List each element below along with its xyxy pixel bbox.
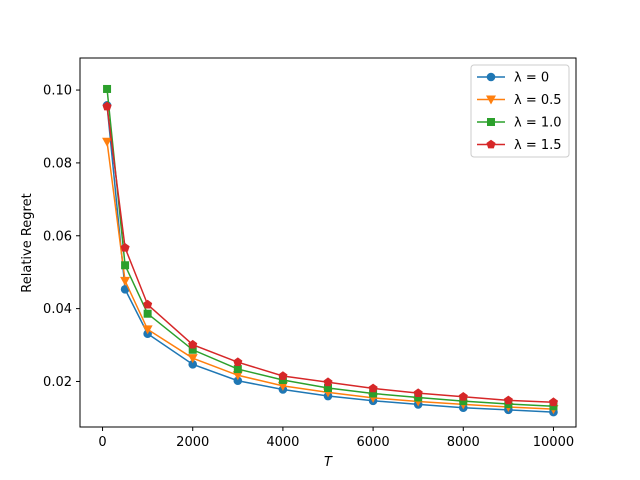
series-line-3 — [106, 106, 554, 403]
y-tick-label: 0.02 — [43, 375, 72, 390]
legend-item: λ = 0 — [477, 71, 549, 86]
legend-frame — [470, 64, 570, 158]
legend-label: λ = 0 — [514, 71, 549, 86]
data-point — [102, 101, 112, 111]
data-point — [187, 354, 198, 364]
plot-area-frame — [79, 57, 577, 428]
legend-label: λ = 1.0 — [514, 116, 562, 131]
data-point — [102, 137, 113, 147]
y-tick-label: 0.06 — [43, 229, 72, 244]
data-point — [324, 384, 332, 393]
data-point — [277, 381, 288, 391]
x-axis-label: T — [324, 455, 333, 470]
data-point — [103, 84, 112, 93]
data-point — [233, 357, 243, 367]
x-tick-label: 0 — [98, 435, 106, 450]
data-point — [233, 365, 242, 374]
data-point — [414, 393, 423, 402]
data-point — [142, 325, 153, 335]
legend-item: λ = 1.5 — [477, 138, 562, 153]
x-tick-label: 2000 — [176, 435, 209, 450]
x-tick-label: 4000 — [266, 435, 299, 450]
data-point — [120, 242, 130, 252]
data-point — [413, 388, 423, 398]
y-axis: 0.02 0.04 0.06 0.08 0.10 — [43, 84, 80, 390]
data-point — [369, 389, 378, 398]
legend-label: λ = 0.5 — [514, 93, 562, 108]
data-point — [503, 395, 513, 405]
x-tick-label: 6000 — [357, 435, 390, 450]
series-line-2 — [106, 88, 554, 407]
series-line-1 — [106, 141, 554, 410]
series-2 — [103, 84, 558, 411]
data-point — [233, 376, 243, 386]
data-point — [188, 339, 198, 349]
data-point — [278, 371, 288, 380]
series-layer — [102, 84, 559, 417]
data-point — [121, 261, 130, 270]
data-point — [120, 276, 131, 286]
y-tick-label: 0.10 — [43, 84, 72, 99]
legend-marker — [487, 118, 495, 126]
data-point — [323, 377, 333, 387]
data-point — [548, 397, 559, 407]
data-point — [188, 360, 198, 369]
data-point — [368, 383, 378, 393]
y-tick-label: 0.08 — [43, 156, 72, 171]
data-point — [549, 402, 558, 411]
legend-marker — [486, 139, 496, 149]
legend-label: λ = 1.5 — [514, 138, 562, 153]
legend-marker — [486, 72, 496, 82]
legend-item: λ = 1.0 — [477, 116, 562, 131]
legend: λ = 0 λ = 0.5 λ = 1.0 λ = 1.5 — [470, 64, 570, 158]
legend-marker — [486, 95, 496, 105]
data-point — [458, 391, 468, 401]
data-point — [459, 397, 468, 406]
data-point — [143, 309, 152, 318]
x-tick-label: 10000 — [533, 435, 574, 450]
data-point — [188, 345, 197, 354]
legend-item: λ = 0.5 — [477, 93, 562, 108]
x-tick-label: 8000 — [447, 435, 480, 450]
x-axis: 0 2000 4000 6000 8000 10000 — [98, 427, 574, 450]
series-3 — [102, 101, 559, 407]
data-point — [143, 299, 153, 309]
y-tick-label: 0.04 — [43, 302, 72, 317]
y-axis-label: Relative Regret — [20, 193, 35, 292]
data-point — [232, 371, 243, 381]
data-point — [278, 376, 287, 385]
